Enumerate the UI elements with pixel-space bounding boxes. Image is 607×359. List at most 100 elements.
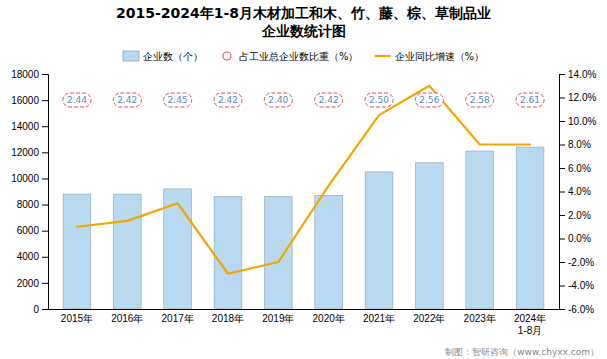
tick-label: 8.0%: [568, 139, 591, 150]
ratio-text: 2.42: [117, 95, 137, 105]
tick-label: 18000: [11, 69, 39, 80]
tick: -4.0%: [559, 280, 594, 291]
bar: [113, 194, 141, 309]
legend-swatch: [123, 51, 139, 61]
tick: -2.0%: [559, 257, 594, 268]
tick: 2017年: [162, 313, 194, 324]
ratio-text: 2.42: [319, 95, 339, 105]
tick-label: 6000: [17, 225, 40, 236]
ratio-label: 2.50: [365, 93, 393, 107]
tick-mark: [42, 257, 48, 258]
ratio-label: 2.56: [415, 93, 443, 107]
tick: 8.0%: [559, 139, 591, 150]
ratio-text: 2.50: [369, 95, 389, 105]
tick-label: 0.0%: [568, 233, 591, 244]
axis-line: [42, 75, 49, 310]
ratio-text: 2.56: [419, 95, 439, 105]
tick-label: -2.0%: [568, 257, 594, 268]
subtitle: 企业数统计图: [261, 23, 346, 39]
tick-mark: [559, 192, 565, 193]
tick: 10.0%: [559, 116, 596, 127]
legend-swatch: [223, 52, 231, 60]
tick: 6000: [17, 225, 48, 236]
ratio-label: 2.42: [214, 93, 242, 107]
ratio-text: 2.58: [470, 95, 490, 105]
legend-item: 企业同比增速（%）: [375, 51, 485, 62]
legend-label: 企业同比增速（%）: [395, 51, 485, 62]
tick-label: 2022年: [413, 313, 445, 324]
ratio-text: 2.42: [218, 95, 238, 105]
ratio-text: 2.44: [67, 95, 87, 105]
tick-label: 2000: [17, 278, 40, 289]
ratio-text: 2.40: [268, 95, 288, 105]
tick: 6.0%: [559, 163, 591, 174]
tick-label: 0: [33, 304, 39, 315]
tick-mark: [559, 215, 565, 216]
ratio-box: [164, 93, 192, 107]
tick-mark: [559, 145, 565, 146]
tick: 2018年: [212, 313, 244, 324]
tick-mark: [42, 231, 48, 232]
tick: 2024年1-8月: [514, 313, 546, 336]
tick-mark: [559, 239, 565, 240]
tick: -6.0%: [559, 304, 594, 315]
tick-label: 16000: [11, 95, 39, 106]
legend-item: 占工业总企业数比重（%）: [223, 51, 359, 62]
tick-mark: [42, 100, 48, 101]
tick-label: 12000: [11, 147, 39, 158]
ratio-text: 2.61: [520, 95, 540, 105]
tick-mark: [559, 98, 565, 99]
tick-label: -6.0%: [568, 304, 594, 315]
tick-mark: [559, 309, 565, 310]
tick-label: 14.0%: [568, 69, 596, 80]
axis-line: [49, 309, 560, 310]
tick: 0: [33, 304, 48, 315]
tick: 2020年: [313, 313, 345, 324]
bar: [516, 147, 544, 309]
tick-mark: [42, 309, 48, 310]
bar: [466, 151, 494, 309]
ratio-label: 2.42: [315, 93, 343, 107]
tick: 2016年: [111, 313, 143, 324]
bar: [214, 197, 242, 309]
tick: 4000: [17, 251, 48, 262]
ratio-box: [466, 93, 494, 107]
tick: 10000: [11, 173, 48, 184]
tick-mark: [42, 152, 48, 153]
tick: 14000: [11, 121, 48, 132]
tick-label: 2019年: [262, 313, 294, 324]
tick-mark: [42, 178, 48, 179]
tick-label: 14000: [11, 121, 39, 132]
tick-label: 2.0%: [568, 210, 591, 221]
tick-label: 6.0%: [568, 163, 591, 174]
tick-label: 2015年: [61, 313, 93, 324]
tick: 2023年: [464, 313, 496, 324]
axis-line: [560, 75, 566, 310]
legend-item: 企业数（个）: [123, 51, 203, 62]
ratio-box: [315, 93, 343, 107]
tick-label: -4.0%: [568, 280, 594, 291]
tick: 0.0%: [559, 233, 591, 244]
labels: 2.442.422.452.422.402.422.502.562.582.61: [63, 93, 544, 107]
tick-label: 10.0%: [568, 116, 596, 127]
tick: 18000: [11, 69, 48, 80]
tick-label: 2017年: [162, 313, 194, 324]
ratio-box: [63, 93, 91, 107]
tick: 8000: [17, 199, 48, 210]
tick-mark: [42, 283, 48, 284]
bar: [416, 163, 444, 309]
title: 2015-2024年1-8月木材加工和木、竹、藤、棕、草制品业: [116, 5, 491, 21]
tick-mark: [42, 205, 48, 206]
legend-label: 占工业总企业数比重（%）: [239, 51, 359, 62]
ratio-label: 2.40: [264, 93, 292, 107]
bar: [315, 195, 343, 309]
ratio-box: [214, 93, 242, 107]
chart: 2015-2024年1-8月木材加工和木、竹、藤、棕、草制品业企业数统计图 0 20…: [0, 0, 607, 359]
tick: 2.0%: [559, 210, 591, 221]
tick: 12.0%: [559, 92, 596, 103]
tick-mark: [559, 262, 565, 263]
tick: 2019年: [262, 313, 294, 324]
tick-label: 2021年: [363, 313, 395, 324]
tick: 2022年: [413, 313, 445, 324]
tick-mark: [559, 121, 565, 122]
